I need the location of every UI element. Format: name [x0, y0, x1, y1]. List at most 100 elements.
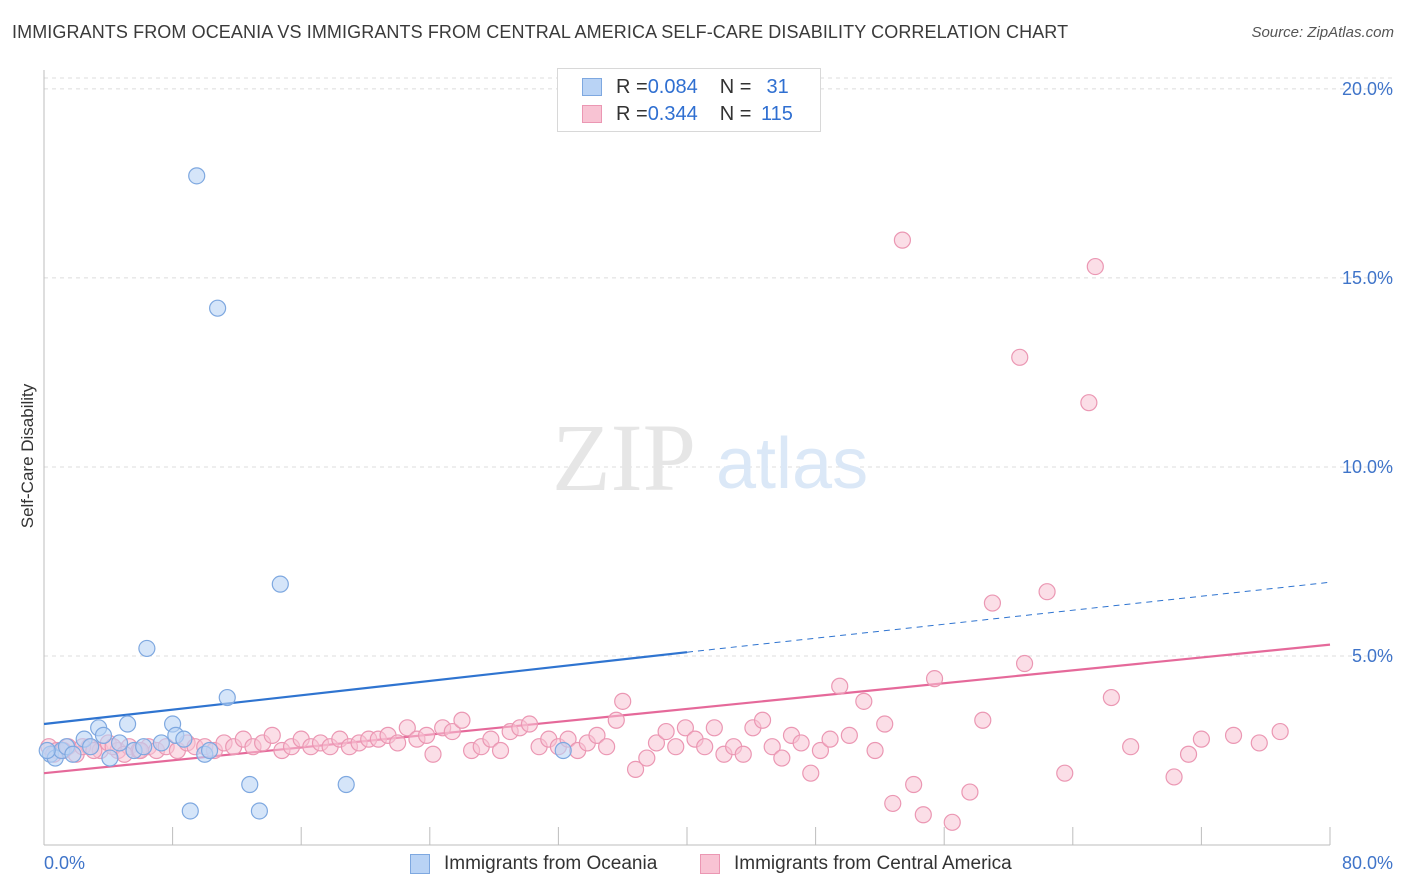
central-point: [398, 719, 416, 737]
oceania-point: [337, 775, 355, 794]
r-label: R =: [616, 102, 648, 125]
central-point: [840, 726, 858, 744]
tick-labels: 5.0% 10.0% 15.0% 20.0% 0.0% 80.0%: [44, 79, 1393, 873]
legend-label: Immigrants from Central America: [734, 853, 1012, 874]
central-point: [876, 715, 894, 733]
oceania-point: [152, 734, 170, 752]
oceania-point: [181, 802, 199, 820]
central-point: [626, 760, 645, 778]
central-point: [676, 719, 694, 737]
central-point: [453, 711, 471, 729]
central-point: [417, 726, 436, 744]
central-point: [943, 813, 961, 831]
central-point: [855, 692, 873, 710]
oceania-point: [218, 688, 236, 707]
oceania-point: [64, 745, 82, 763]
oceania-point: [135, 738, 153, 756]
oceania-point: [554, 741, 572, 760]
central-point: [914, 806, 932, 824]
central-point: [1038, 583, 1056, 601]
oceania-point: [118, 715, 137, 733]
oceania-swatch: [582, 78, 602, 96]
r-value: 0.344: [647, 102, 698, 125]
central-point: [1056, 764, 1074, 782]
central-point: [763, 738, 781, 756]
central-point: [831, 677, 849, 695]
oceania-point: [188, 167, 206, 185]
oceania-trend-extension: [686, 581, 1331, 653]
oceania-point: [138, 639, 156, 658]
chart-title: IMMIGRANTS FROM OCEANIA VS IMMIGRANTS FR…: [12, 22, 1069, 42]
central-point: [667, 738, 685, 756]
central-point: [753, 711, 772, 729]
central-point: [424, 745, 442, 763]
central-point: [1192, 730, 1211, 748]
n-value: 31: [761, 75, 789, 98]
central-point: [773, 749, 791, 767]
central-point: [657, 722, 675, 741]
gridlines: [44, 77, 1392, 657]
y-tick-label: 5.0%: [1352, 646, 1393, 666]
central-point: [1086, 257, 1104, 276]
oceania-point: [82, 738, 100, 756]
x-tick-label: 0.0%: [44, 853, 85, 873]
central-point: [925, 670, 944, 688]
r-value: 0.084: [647, 75, 698, 98]
y-tick-label: 20.0%: [1342, 79, 1393, 99]
bottom-legend-oceania: Immigrants from Oceania: [410, 852, 657, 876]
central-point: [1015, 654, 1034, 673]
central-point: [961, 783, 979, 801]
oceania-point: [175, 730, 193, 748]
central-point: [974, 711, 992, 729]
central-point: [443, 722, 461, 741]
oceania-point: [110, 734, 129, 752]
central-point: [893, 231, 912, 249]
legend-label: Immigrants from Oceania: [444, 853, 658, 874]
axes: [43, 70, 1331, 846]
central-point: [983, 594, 1002, 612]
central-point: [734, 745, 752, 763]
central-point: [884, 794, 902, 813]
n-label: N =: [719, 102, 757, 125]
bottom-legend-central: Immigrants from Central America: [700, 852, 1012, 876]
central-point: [1080, 394, 1098, 412]
oceania-swatch: [410, 854, 430, 874]
central-point: [866, 741, 884, 760]
oceania-point: [200, 741, 219, 760]
central-point: [598, 738, 616, 756]
central-point: [905, 775, 923, 794]
oceania-point: [101, 749, 119, 767]
oceania-trend-line: [43, 651, 688, 726]
oceania-point: [94, 726, 113, 744]
central-point: [1224, 726, 1243, 744]
y-tick-label: 15.0%: [1342, 268, 1393, 288]
central-point: [482, 730, 500, 748]
central-point: [705, 719, 723, 737]
x-tick-label: 80.0%: [1342, 853, 1393, 873]
r-label: R =: [616, 75, 648, 98]
central-point: [491, 741, 510, 760]
oceania-point: [209, 299, 227, 317]
central-point: [263, 726, 281, 744]
central-point: [614, 692, 632, 710]
central-point: [1179, 745, 1198, 763]
central-point: [520, 715, 539, 733]
y-tick-label: 10.0%: [1342, 457, 1393, 477]
central-point: [1122, 738, 1140, 756]
watermark: ZIP atlas: [552, 404, 868, 511]
central-point: [1250, 734, 1268, 752]
central-point: [1102, 688, 1120, 707]
oceania-point: [241, 775, 259, 794]
central-point: [696, 738, 714, 756]
stats-legend: R = 0.084 N = 31 R = 0.344 N = 115: [557, 68, 821, 132]
oceania-point: [250, 802, 269, 820]
central-point: [821, 730, 839, 748]
central-point: [607, 711, 625, 729]
source-label: Source: ZipAtlas.com: [1251, 24, 1394, 41]
watermark-zip: ZIP: [552, 404, 696, 511]
central-point: [1165, 768, 1183, 786]
n-value: 115: [761, 102, 793, 125]
oceania-point: [271, 575, 289, 593]
legend-row-central: R = 0.344 N = 115: [582, 102, 793, 126]
